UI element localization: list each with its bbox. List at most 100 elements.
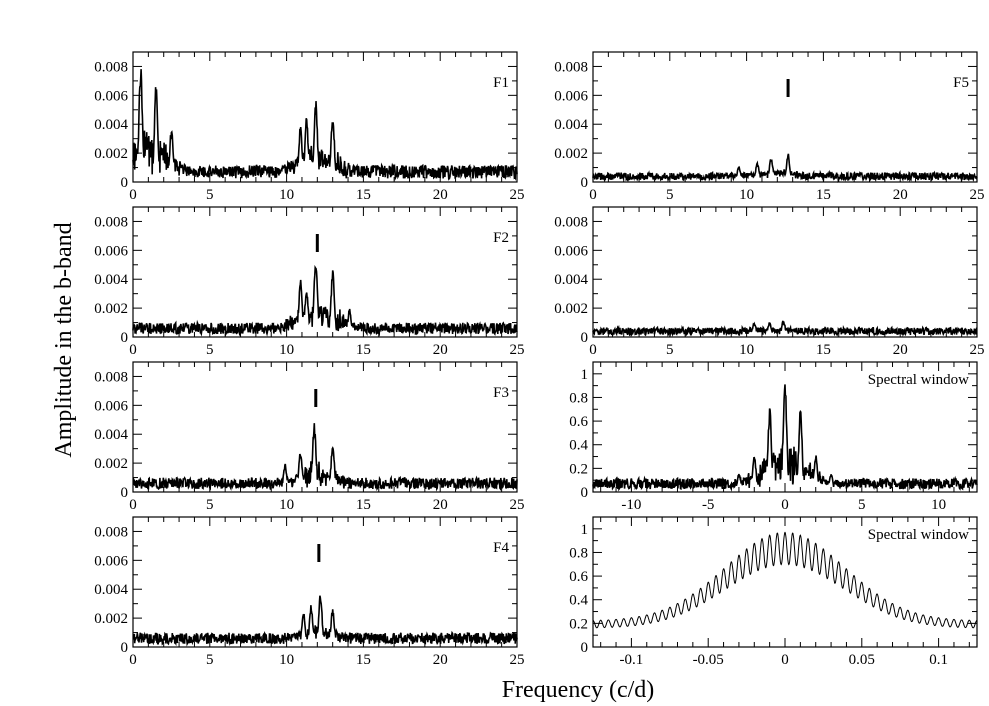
y-tick-label: 0.004	[554, 117, 588, 133]
y-tick-label: 0	[121, 330, 129, 346]
panel-6: -10 -5 0 5 10 0 0.2 0.4 0.6 0.8 1 Spectral window	[569, 361, 978, 513]
x-tick-label: 0	[589, 187, 597, 203]
x-tick-label: 10	[739, 187, 754, 203]
panel-7: 0 5 10 15 20 25 0 0.002 0.004 0.006 0.008 F4	[94, 516, 525, 668]
series-line-4	[592, 320, 978, 338]
x-tick-label: 0	[129, 497, 137, 513]
y-tick-label: 1	[581, 522, 589, 538]
x-tick-label: 10	[279, 342, 294, 358]
y-tick-label: 0.008	[94, 214, 128, 230]
x-tick-label: 15	[356, 497, 371, 513]
panel-label: F3	[493, 385, 509, 401]
y-tick-label: 0.006	[554, 88, 588, 104]
y-axis-title: Amplitude in the b-band	[51, 222, 77, 457]
series-line-3	[132, 264, 518, 337]
series-line-8	[592, 531, 978, 629]
series-line-5	[132, 423, 518, 492]
plot-frame-3	[132, 206, 518, 338]
y-tick-label: 0.6	[569, 414, 588, 430]
x-tick-label: 25	[970, 342, 985, 358]
x-tick-label: 5	[666, 342, 674, 358]
x-tick-label: 10	[739, 342, 754, 358]
x-tick-label: 25	[510, 497, 525, 513]
y-tick-label: 1	[581, 367, 589, 383]
x-tick-label: 20	[433, 187, 448, 203]
y-tick-label: 0.002	[94, 611, 128, 627]
y-tick-label: 0.4	[569, 593, 588, 609]
x-tick-label: 0.05	[849, 652, 875, 668]
x-tick-label: 10	[279, 187, 294, 203]
y-tick-label: 0.008	[94, 59, 128, 75]
y-tick-label: 0.004	[554, 272, 588, 288]
y-tick-label: 0.008	[94, 524, 128, 540]
y-tick-label: 0.006	[94, 553, 128, 569]
y-tick-label: 0.006	[94, 88, 128, 104]
y-tick-label: 0.8	[569, 390, 588, 406]
y-tick-label: 0	[121, 485, 129, 501]
x-tick-label: 20	[433, 342, 448, 358]
panel-label: Spectral window	[868, 372, 969, 388]
x-tick-label: 0	[129, 187, 137, 203]
panel-4: 0 5 10 15 20 25 0 0.002 0.004 0.006 0.008	[554, 206, 985, 358]
y-tick-label: 0.2	[569, 461, 588, 477]
y-tick-label: 0.2	[569, 616, 588, 632]
x-tick-label: 0	[129, 652, 137, 668]
y-tick-label: 0.008	[554, 59, 588, 75]
panel-5: 0 5 10 15 20 25 0 0.002 0.004 0.006 0.008 F3	[94, 361, 525, 513]
x-tick-label: 10	[931, 497, 946, 513]
panel-3: 0 5 10 15 20 25 0 0.002 0.004 0.006 0.008 F2	[94, 206, 525, 358]
x-tick-label: 20	[433, 652, 448, 668]
x-tick-label: 25	[510, 342, 525, 358]
y-tick-label: 0.6	[569, 569, 588, 585]
x-tick-label: 25	[970, 187, 985, 203]
x-tick-label: 5	[206, 187, 214, 203]
x-tick-label: 0	[781, 652, 789, 668]
x-axis-title: Frequency (c/d)	[502, 677, 655, 703]
y-tick-label: 0.002	[94, 456, 128, 472]
x-tick-label: 15	[356, 652, 371, 668]
plot-frame-1	[132, 51, 518, 183]
x-tick-label: 15	[816, 342, 831, 358]
y-tick-label: 0.004	[94, 582, 128, 598]
x-tick-label: 10	[279, 497, 294, 513]
plot-frame-4	[592, 206, 978, 338]
panel-label: F4	[493, 540, 509, 556]
x-tick-label: 25	[510, 187, 525, 203]
x-tick-label: 20	[893, 342, 908, 358]
x-tick-label: -0.1	[620, 652, 644, 668]
x-tick-label: 25	[510, 652, 525, 668]
y-tick-label: 0.008	[94, 369, 128, 385]
y-tick-label: 0	[581, 485, 589, 501]
x-tick-label: 15	[356, 187, 371, 203]
plot-frame-7	[132, 516, 518, 648]
y-tick-label: 0.006	[94, 243, 128, 259]
series-line-1	[132, 69, 518, 182]
x-tick-label: 5	[206, 342, 214, 358]
x-tick-label: 5	[206, 497, 214, 513]
series-line-2	[592, 153, 978, 184]
y-tick-label: 0	[581, 640, 589, 656]
y-tick-label: 0.008	[554, 214, 588, 230]
x-tick-label: 20	[433, 497, 448, 513]
y-tick-label: 0.002	[94, 301, 128, 317]
y-tick-label: 0	[581, 330, 589, 346]
y-tick-label: 0	[121, 640, 129, 656]
panel-label: F2	[493, 230, 509, 246]
x-tick-label: 0	[589, 342, 597, 358]
series-line-7	[132, 595, 518, 647]
x-tick-label: 10	[279, 652, 294, 668]
x-tick-label: 20	[893, 187, 908, 203]
plot-frame-5	[132, 361, 518, 493]
plot-frame-2	[592, 51, 978, 183]
y-tick-label: 0	[581, 175, 589, 191]
x-tick-label: 5	[858, 497, 866, 513]
y-tick-label: 0	[121, 175, 129, 191]
x-tick-label: 0	[129, 342, 137, 358]
x-tick-label: 15	[356, 342, 371, 358]
y-tick-label: 0.002	[94, 146, 128, 162]
x-tick-label: 5	[206, 652, 214, 668]
x-tick-label: -0.05	[693, 652, 724, 668]
y-tick-label: 0.004	[94, 427, 128, 443]
